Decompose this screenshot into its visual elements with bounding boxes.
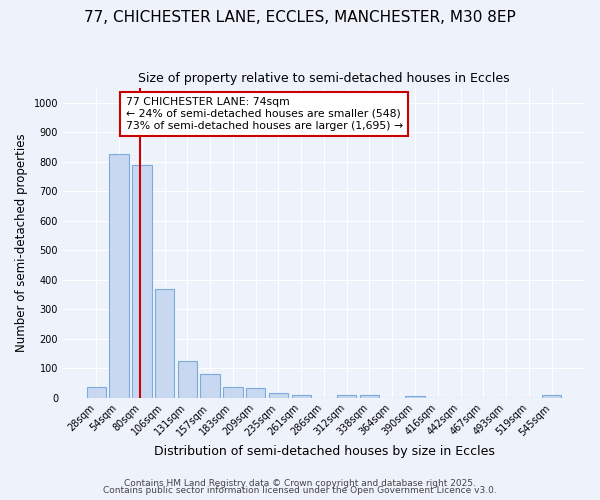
Title: Size of property relative to semi-detached houses in Eccles: Size of property relative to semi-detach…	[138, 72, 510, 86]
Y-axis label: Number of semi-detached properties: Number of semi-detached properties	[15, 134, 28, 352]
X-axis label: Distribution of semi-detached houses by size in Eccles: Distribution of semi-detached houses by …	[154, 444, 494, 458]
Bar	[406, 396, 425, 398]
Bar	[337, 395, 356, 398]
Bar	[542, 395, 561, 398]
Bar	[246, 388, 265, 398]
Bar	[360, 395, 379, 398]
Bar	[132, 164, 152, 398]
Bar	[292, 395, 311, 398]
Bar	[109, 154, 129, 398]
Bar	[155, 288, 174, 398]
Bar	[223, 388, 242, 398]
Text: Contains HM Land Registry data © Crown copyright and database right 2025.: Contains HM Land Registry data © Crown c…	[124, 478, 476, 488]
Bar	[86, 388, 106, 398]
Bar	[269, 394, 288, 398]
Text: Contains public sector information licensed under the Open Government Licence v3: Contains public sector information licen…	[103, 486, 497, 495]
Text: 77 CHICHESTER LANE: 74sqm
← 24% of semi-detached houses are smaller (548)
73% of: 77 CHICHESTER LANE: 74sqm ← 24% of semi-…	[125, 98, 403, 130]
Text: 77, CHICHESTER LANE, ECCLES, MANCHESTER, M30 8EP: 77, CHICHESTER LANE, ECCLES, MANCHESTER,…	[84, 10, 516, 25]
Bar	[200, 374, 220, 398]
Bar	[178, 361, 197, 398]
